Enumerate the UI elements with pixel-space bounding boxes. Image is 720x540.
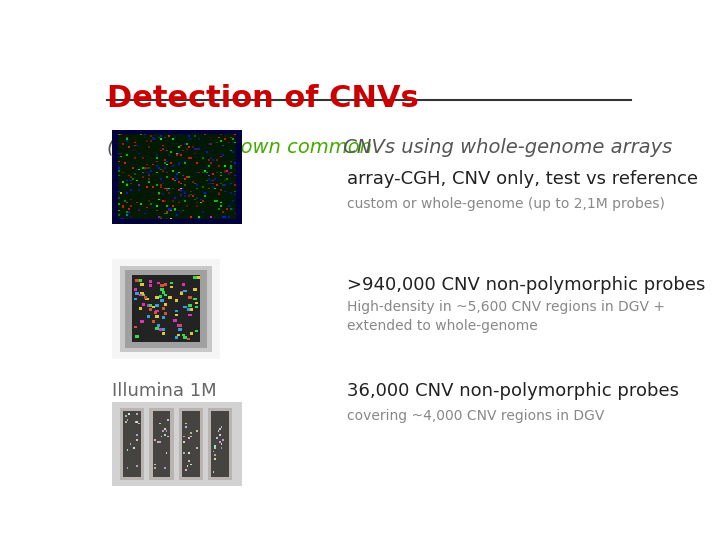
Text: array-CGH, CNV only, test vs reference: array-CGH, CNV only, test vs reference xyxy=(347,170,698,188)
Text: known common: known common xyxy=(217,138,372,158)
Text: CNVs using whole-genome arrays: CNVs using whole-genome arrays xyxy=(337,138,672,158)
Text: (A)  Genotype: (A) Genotype xyxy=(107,138,249,158)
Text: Detection of CNVs: Detection of CNVs xyxy=(107,84,418,112)
Text: Affy 6.0: Affy 6.0 xyxy=(112,276,181,294)
Text: 36,000 CNV non-polymorphic probes: 36,000 CNV non-polymorphic probes xyxy=(347,382,679,400)
Text: custom or whole-genome (up to 2,1M probes): custom or whole-genome (up to 2,1M probe… xyxy=(347,197,665,211)
Text: Nimblegen: Nimblegen xyxy=(112,172,210,190)
Text: High-density in ~5,600 CNV regions in DGV +
extended to whole-genome: High-density in ~5,600 CNV regions in DG… xyxy=(347,300,665,333)
Text: >940,000 CNV non-polymorphic probes: >940,000 CNV non-polymorphic probes xyxy=(347,276,705,294)
Text: Illumina 1M: Illumina 1M xyxy=(112,382,217,400)
Text: covering ~4,000 CNV regions in DGV: covering ~4,000 CNV regions in DGV xyxy=(347,409,604,423)
